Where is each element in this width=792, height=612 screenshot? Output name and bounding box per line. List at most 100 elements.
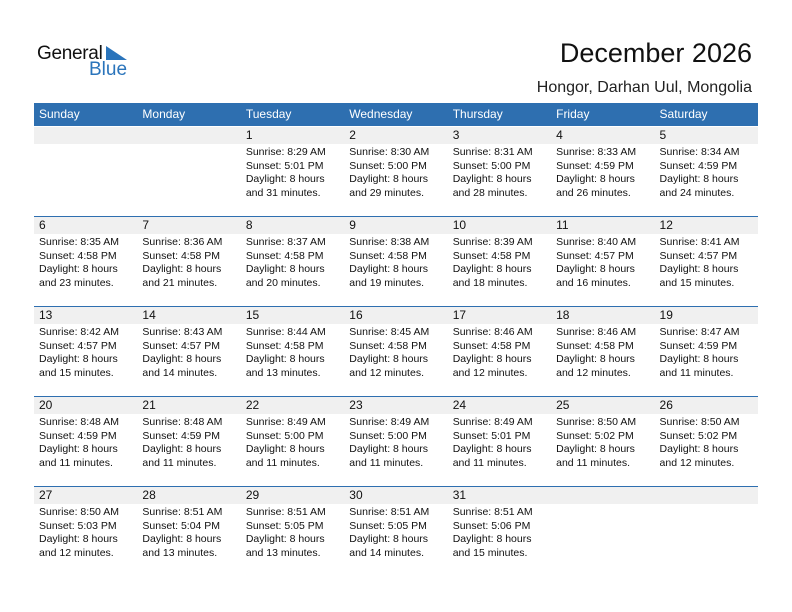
sunset-text: Sunset: 4:57 PM [39,339,117,352]
sunset-text: Sunset: 4:58 PM [245,339,324,352]
day-cell: Sunrise: 8:47 AM Sunset: 4:59 PM Daylight:… [655,324,758,380]
week-row: 13 14 15 16 17 18 19 Sunrise: 8:42 AM Sunset: 4:… [34,306,758,396]
sunrise-text: Sunrise: 8:51 AM [142,506,223,518]
daylight2-text: and 19 minutes. [349,276,424,289]
daylight1-text: Daylight: 8 hours [39,353,118,365]
day-cell: Sunrise: 8:39 AM Sunset: 4:58 PM Daylight:… [448,234,551,290]
sunset-text: Sunset: 5:01 PM [245,159,324,172]
day-number: 14 [142,308,156,322]
weekday-tuesday: Tuesday [245,107,292,121]
sunrise-text: Sunrise: 8:46 AM [452,326,533,338]
day-cell: Sunrise: 8:41 AM Sunset: 4:57 PM Daylight:… [655,234,758,290]
sunset-text: Sunset: 4:58 PM [452,249,531,262]
daylight2-text: and 15 minutes. [452,546,528,559]
day-cell: Sunrise: 8:49 AM Sunset: 5:00 PM Daylight:… [241,414,344,470]
daylight2-text: and 11 minutes. [452,456,527,469]
sunrise-text: Sunrise: 8:51 AM [245,506,326,518]
date-row: 20 21 22 23 24 25 26 [34,397,758,414]
daylight1-text: Daylight: 8 hours [452,173,532,185]
date-row: 27 28 29 30 31 [34,487,758,504]
sunrise-text: Sunrise: 8:47 AM [659,326,740,338]
day-number [137,127,240,144]
sunset-text: Sunset: 5:00 PM [452,159,531,172]
sunrise-text: Sunrise: 8:50 AM [659,416,740,428]
day-number: 11 [556,218,569,232]
day-cell: Sunrise: 8:40 AM Sunset: 4:57 PM Daylight:… [551,234,654,290]
week-row: 20 21 22 23 24 25 26 Sunrise: 8:48 AM Sunset: 4:… [34,396,758,486]
daylight2-text: and 15 minutes. [39,366,114,379]
sunrise-text: Sunrise: 8:48 AM [39,416,119,428]
weekday-header: Sunday Monday Tuesday Wednesday Thursday Frid… [34,103,758,126]
day-cell [34,144,137,200]
daylight1-text: Daylight: 8 hours [556,173,635,185]
daylight1-text: Daylight: 8 hours [659,263,739,275]
daylight2-text: and 15 minutes. [659,276,735,289]
day-number: 4 [556,128,563,142]
daylight1-text: Daylight: 8 hours [245,443,325,455]
sunset-text: Sunset: 5:05 PM [245,519,324,532]
daylight2-text: and 11 minutes. [349,456,424,469]
day-number: 13 [39,308,53,322]
sunrise-text: Sunrise: 8:40 AM [556,236,637,248]
day-cell: Sunrise: 8:49 AM Sunset: 5:01 PM Daylight:… [448,414,551,470]
daylight1-text: Daylight: 8 hours [452,533,532,545]
daylight1-text: Daylight: 8 hours [245,533,325,545]
week-row: 1 2 3 4 5 Sunrise: 8:29 AM Sunset: 5:01 PM Dayl… [34,126,758,216]
sunrise-text: Sunrise: 8:35 AM [39,236,119,248]
logo-word-general: General [37,43,103,64]
sunrise-text: Sunrise: 8:30 AM [349,146,430,158]
day-cell: Sunrise: 8:43 AM Sunset: 4:57 PM Daylight:… [137,324,240,380]
sunrise-text: Sunrise: 8:49 AM [349,416,430,428]
daylight2-text: and 12 minutes. [452,366,528,379]
daylight2-text: and 12 minutes. [659,456,735,469]
day-number [655,487,758,504]
day-cell: Sunrise: 8:33 AM Sunset: 4:59 PM Daylight:… [551,144,654,200]
day-cell: Sunrise: 8:36 AM Sunset: 4:58 PM Daylight:… [137,234,240,290]
daylight2-text: and 11 minutes. [659,366,734,379]
day-number: 21 [142,398,156,412]
sunrise-text: Sunrise: 8:51 AM [349,506,430,518]
day-cell [551,504,654,560]
day-number: 3 [452,128,460,142]
day-number: 6 [39,218,46,232]
sunset-text: Sunset: 4:57 PM [142,339,221,352]
daylight2-text: and 11 minutes. [39,456,113,469]
daylight2-text: and 18 minutes. [452,276,528,289]
sunset-text: Sunset: 4:58 PM [142,249,221,262]
day-cell: Sunrise: 8:37 AM Sunset: 4:58 PM Daylight:… [241,234,344,290]
sunset-text: Sunset: 4:57 PM [556,249,634,262]
day-number: 12 [659,218,673,232]
daylight1-text: Daylight: 8 hours [142,263,222,275]
day-number: 15 [245,308,260,322]
day-cell: Sunrise: 8:31 AM Sunset: 5:00 PM Daylight:… [448,144,551,200]
day-cell: Sunrise: 8:50 AM Sunset: 5:03 PM Daylight:… [34,504,137,560]
day-cell: Sunrise: 8:46 AM Sunset: 4:58 PM Daylight:… [448,324,551,380]
calendar: Sunday Monday Tuesday Wednesday Thursday Frid… [34,103,758,576]
daylight1-text: Daylight: 8 hours [659,443,739,455]
sunset-text: Sunset: 5:02 PM [556,429,634,442]
day-cell: Sunrise: 8:45 AM Sunset: 4:58 PM Daylight:… [344,324,447,380]
sunset-text: Sunset: 4:59 PM [659,339,738,352]
sunset-text: Sunset: 4:59 PM [39,429,117,442]
daylight2-text: and 11 minutes. [556,456,631,469]
weekday-wednesday: Wednesday [349,107,413,121]
sunset-text: Sunset: 4:58 PM [556,339,634,352]
daylight2-text: and 26 minutes. [556,186,631,199]
day-number [34,127,137,144]
daylight2-text: and 16 minutes. [556,276,631,289]
sunset-text: Sunset: 4:59 PM [556,159,634,172]
daylight2-text: and 14 minutes. [349,546,424,559]
daylight1-text: Daylight: 8 hours [142,533,222,545]
daylight2-text: and 11 minutes. [142,456,217,469]
sunset-text: Sunset: 5:03 PM [39,519,117,532]
sunrise-text: Sunrise: 8:38 AM [349,236,430,248]
day-number: 8 [245,218,253,232]
daylight2-text: and 11 minutes. [245,456,320,469]
daylight1-text: Daylight: 8 hours [349,443,429,455]
daylight2-text: and 24 minutes. [659,186,735,199]
sunrise-text: Sunrise: 8:29 AM [245,146,326,158]
day-cell: Sunrise: 8:30 AM Sunset: 5:00 PM Daylight:… [344,144,447,200]
sunset-text: Sunset: 5:04 PM [142,519,221,532]
date-row: 1 2 3 4 5 [34,127,758,144]
daylight2-text: and 29 minutes. [349,186,424,199]
